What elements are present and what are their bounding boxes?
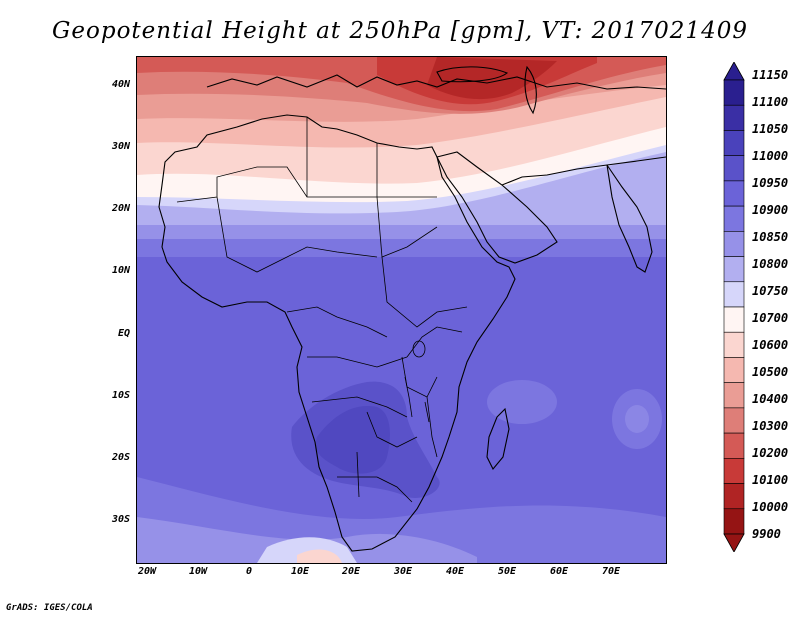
colorbar-segment-9900 <box>723 508 745 535</box>
lake-tanganyika <box>404 376 413 418</box>
colorbar-label-10100: 10100 <box>752 473 789 487</box>
colorbar-label-10900: 10900 <box>752 203 789 217</box>
colorbar-label-10750: 10750 <box>752 284 789 298</box>
colorbar-segment-11150 <box>723 79 745 106</box>
lon-tick-20w: 20W <box>137 566 157 577</box>
contour-map <box>137 57 666 563</box>
lake-malawi <box>424 401 430 423</box>
colorbar-segment-10600 <box>723 331 745 358</box>
colorbar-label-10200: 10200 <box>752 446 789 460</box>
colorbar-label-10500: 10500 <box>752 365 789 379</box>
iran-coast <box>501 156 666 186</box>
black-sea <box>436 66 509 83</box>
colorbar-label-11150: 11150 <box>752 68 789 82</box>
caspian-sea <box>524 65 537 115</box>
border-sudan <box>381 256 468 328</box>
colorbar-arrow-bottom <box>723 533 745 552</box>
lon-tick-20e: 20E <box>341 566 361 577</box>
lon-tick-50e: 50E <box>497 566 517 577</box>
colorbar-arrow-top <box>723 62 745 81</box>
country-borders <box>176 117 468 503</box>
colorbar-segment-11050 <box>723 130 745 156</box>
lakes <box>404 340 430 423</box>
colorbar-segment-10850 <box>723 231 745 257</box>
lat-tick-30n: 30N <box>111 141 130 152</box>
madagascar-coast <box>486 407 510 470</box>
border-congo <box>307 356 408 368</box>
colorbar-label-10000: 10000 <box>752 500 789 514</box>
lon-tick-30e: 30E <box>393 566 413 577</box>
colorbar-label-11050: 11050 <box>752 122 789 136</box>
blob-far-east-inner <box>625 405 649 433</box>
colorbar-segment-10900 <box>723 205 745 232</box>
border-mozambique <box>426 396 438 458</box>
lat-tick-10s: 10S <box>111 390 130 401</box>
lat-tick-10n: 10N <box>111 265 130 276</box>
colorbar-segment-10000 <box>723 483 745 510</box>
colorbar-segment-10400 <box>723 382 745 409</box>
colorbar-label-10700: 10700 <box>752 311 789 325</box>
arabia-coast <box>436 151 558 264</box>
border-tanzania <box>401 356 438 398</box>
lat-tick-20s: 20S <box>111 452 130 463</box>
south-band-10600 <box>297 549 342 563</box>
lon-tick-10w: 10W <box>188 566 208 577</box>
colorbar-segment-10500 <box>723 357 745 383</box>
lat-tick-40n: 40N <box>111 79 130 90</box>
map-panel <box>136 56 667 564</box>
africa-coast <box>158 114 516 552</box>
border-botswana <box>356 451 360 498</box>
lon-tick-70e: 70E <box>601 566 621 577</box>
colorbar-segment-11100 <box>723 104 745 131</box>
colorbar-segment-10800 <box>723 256 745 283</box>
colorbar-label-10300: 10300 <box>752 419 789 433</box>
colorbar-label-10850: 10850 <box>752 230 789 244</box>
lon-tick-10e: 10E <box>290 566 310 577</box>
lat-tick-eq: EQ <box>117 328 130 339</box>
colorbar-segment-10750 <box>723 281 745 308</box>
colorbar-label-10400: 10400 <box>752 392 789 406</box>
colorbar-segment-10200 <box>723 432 745 459</box>
map-title: Geopotential Height at 250hPa [gpm], VT:… <box>52 18 748 44</box>
blob-east <box>487 380 557 424</box>
colorbar-label-10800: 10800 <box>752 257 789 271</box>
lon-tick-0: 0 <box>245 566 253 577</box>
colorbar <box>723 62 745 552</box>
colorbar-segment-10700 <box>723 306 745 333</box>
colorbar-label-10950: 10950 <box>752 176 789 190</box>
colorbar-label-11100: 11100 <box>752 95 789 109</box>
europe-coast <box>206 74 666 90</box>
blob-southeast <box>487 509 647 545</box>
colorbar-label-11000: 11000 <box>752 149 789 163</box>
colorbar-segment-10300 <box>723 407 745 434</box>
coastlines <box>158 65 666 552</box>
border-eastafrica <box>406 326 463 358</box>
colorbar-segment-11000 <box>723 155 745 182</box>
colorbar-segment-10950 <box>723 180 745 207</box>
lake-victoria <box>412 340 426 358</box>
border-zambia <box>366 411 418 448</box>
lon-tick-40e: 40E <box>445 566 465 577</box>
lat-tick-30s: 30S <box>111 514 130 525</box>
colorbar-label-9900: 9900 <box>752 527 781 541</box>
border-southafrica <box>337 476 413 503</box>
colorbar-label-10600: 10600 <box>752 338 789 352</box>
colorbar-segment-10100 <box>723 458 745 484</box>
border-angola <box>311 396 408 418</box>
lat-tick-20n: 20N <box>111 203 130 214</box>
border-gulf <box>286 306 388 338</box>
lon-tick-60e: 60E <box>549 566 569 577</box>
border-sahel <box>216 196 378 273</box>
india-coast <box>606 164 653 273</box>
footer-credit: GrADS: IGES/COLA <box>6 603 93 613</box>
